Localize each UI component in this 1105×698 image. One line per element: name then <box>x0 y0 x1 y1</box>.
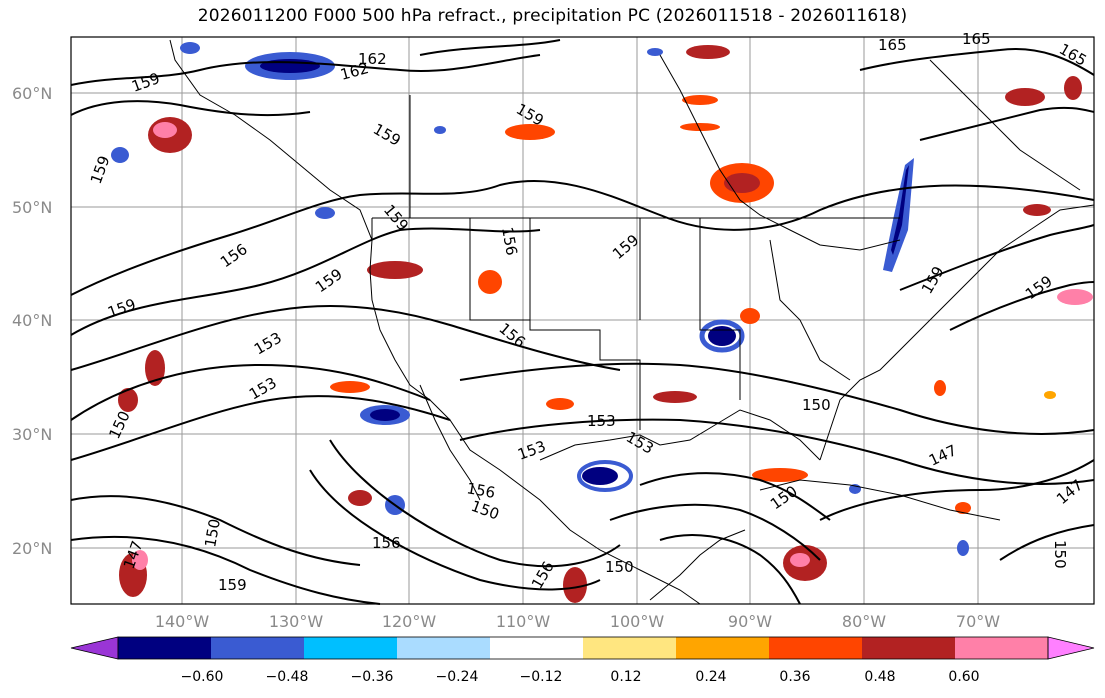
colorbar-segment <box>211 637 305 659</box>
colorbar-tick-label: −0.36 <box>351 669 394 685</box>
colorbar-tick-label: −0.60 <box>181 669 224 685</box>
longitude-labels: 140°W 130°W 120°W 110°W 100°W 90°W 80°W … <box>155 612 1000 631</box>
map-frame <box>70 36 1095 605</box>
refractivity-contours <box>70 39 1095 605</box>
lon-label: 140°W <box>155 612 210 631</box>
colorbar <box>70 636 1095 660</box>
colorbar-segment <box>490 637 584 659</box>
colorbar-max-arrow <box>1047 636 1095 660</box>
contour-label: 156 <box>498 226 521 257</box>
lon-label: 80°W <box>842 612 886 631</box>
colorbar-tick-label: 0.36 <box>779 669 810 685</box>
colorbar-segment <box>676 637 770 659</box>
colorbar-segment <box>118 637 212 659</box>
map-title: 2026011200 F000 500 hPa refract., precip… <box>197 6 908 26</box>
colorbar-segment <box>769 637 863 659</box>
colorbar-segment <box>397 637 491 659</box>
contour-label: 162 <box>358 50 387 68</box>
coastlines <box>169 39 1095 605</box>
latitude-labels: 60°N 50°N 40°N 30°N 20°N <box>12 84 52 558</box>
contour-label: 150 <box>802 396 831 414</box>
lon-label: 120°W <box>382 612 437 631</box>
colorbar-segment <box>583 637 677 659</box>
precip-shading <box>111 42 1093 603</box>
colorbar-tick-label: −0.48 <box>266 669 309 685</box>
map-panel[interactable]: 162 162 165 165 165 159 159 159 159 159 … <box>70 30 1095 605</box>
colorbar-tick-label: −0.24 <box>436 669 479 685</box>
colorbar-labels: −0.60 −0.48 −0.36 −0.24 −0.12 0.12 0.24 … <box>181 669 980 685</box>
colorbar-tick-label: 0.48 <box>864 669 895 685</box>
colorbar-tick-label: 0.24 <box>695 669 726 685</box>
lat-label: 50°N <box>12 198 52 217</box>
lon-label: 130°W <box>269 612 324 631</box>
colorbar-segment <box>955 637 1049 659</box>
colorbar-segment <box>862 637 956 659</box>
contour-label: 156 <box>465 479 496 502</box>
colorbar-tick-label: −0.12 <box>520 669 563 685</box>
lon-label: 70°W <box>956 612 1000 631</box>
lat-label: 30°N <box>12 425 52 444</box>
lat-label: 20°N <box>12 539 52 558</box>
contour-label: 165 <box>878 36 907 54</box>
contour-label: 156 <box>372 534 401 552</box>
lon-label: 110°W <box>496 612 551 631</box>
contour-label: 150 <box>605 558 634 576</box>
colorbar-segment <box>304 637 398 659</box>
colorbar-tick-label: 0.60 <box>948 669 979 685</box>
colorbar-tick-label: 0.12 <box>610 669 641 685</box>
contour-label: 153 <box>587 412 616 430</box>
contour-label: 150 <box>201 517 224 548</box>
contour-label: 159 <box>218 576 247 594</box>
contour-label: 165 <box>962 30 991 48</box>
lon-label: 90°W <box>728 612 772 631</box>
colorbar-min-arrow <box>70 636 119 660</box>
lon-label: 100°W <box>610 612 665 631</box>
colorbar-outline <box>117 636 1049 660</box>
lat-label: 40°N <box>12 311 52 330</box>
lat-label: 60°N <box>12 84 52 103</box>
contour-label: 150 <box>1051 540 1069 569</box>
